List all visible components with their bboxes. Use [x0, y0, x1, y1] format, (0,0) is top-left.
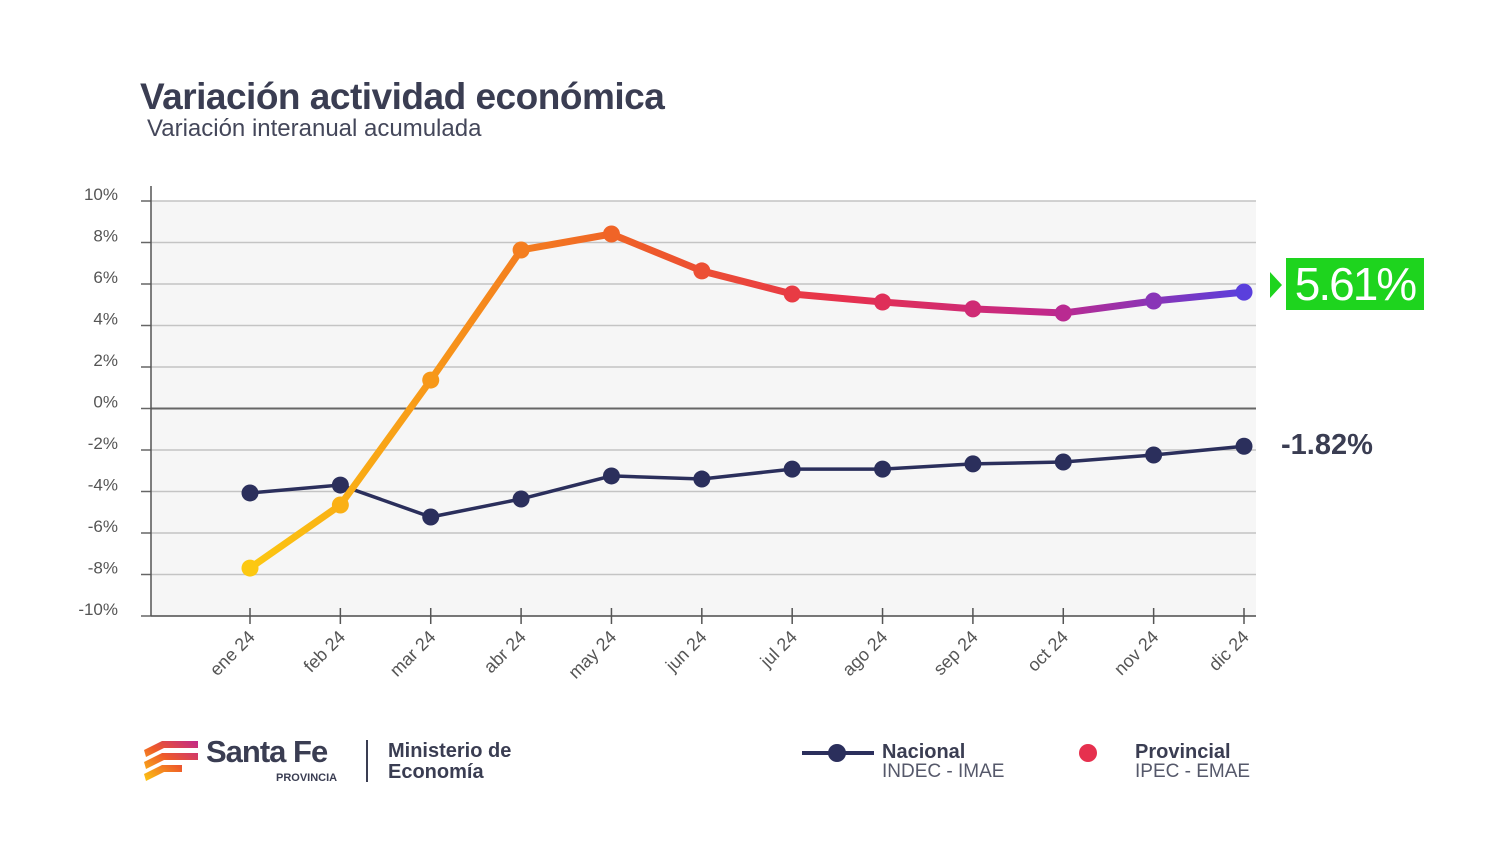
legend-provincial-name: Provincial [1135, 741, 1231, 763]
y-tick-label: -8% [88, 559, 118, 578]
provincial-point [422, 371, 440, 389]
y-tick-label: 2% [93, 351, 118, 370]
legend-provincial-source: IPEC - EMAE [1135, 761, 1251, 782]
brand-sub: PROVINCIA [276, 772, 338, 784]
nacional-point [964, 455, 982, 473]
legend-nacional-marker [802, 744, 874, 762]
brand-name: Santa Fe [206, 734, 328, 769]
legend-nacional-name: Nacional [882, 741, 966, 763]
santa-fe-logo-icon [144, 741, 198, 781]
x-tick-label: sep 24 [929, 627, 981, 679]
provincial-line [247, 230, 1245, 571]
provincial-point [241, 559, 259, 577]
nacional-point [1235, 437, 1253, 455]
nacional-point [241, 484, 259, 502]
y-tick-label: -6% [88, 517, 118, 536]
footer-divider [366, 740, 368, 782]
badge-arrow-icon [1270, 272, 1282, 298]
y-tick-label: 8% [93, 227, 118, 246]
nacional-point [693, 470, 711, 488]
nacional-point [331, 476, 349, 494]
y-tick-label: 6% [93, 268, 118, 287]
provincial-point [693, 262, 711, 280]
x-tick-label: jul 24 [756, 627, 801, 672]
ministry-line2: Economía [388, 761, 484, 783]
y-tick-label: -2% [88, 434, 118, 453]
nacional-point [422, 508, 440, 526]
x-tick-label: oct 24 [1023, 627, 1072, 676]
x-tick-label: dic 24 [1205, 627, 1253, 675]
provincial-point [1235, 283, 1253, 301]
provincial-point [602, 225, 620, 243]
x-tick-label: abr 24 [480, 627, 530, 677]
nacional-end-label: -1.82% [1281, 429, 1373, 461]
nacional-point [783, 460, 801, 478]
y-tick-label: 0% [93, 393, 118, 412]
legend-provincial-marker [1054, 744, 1126, 762]
x-tick-label: ago 24 [838, 627, 891, 680]
y-tick-label: 10% [84, 185, 118, 204]
x-tick-label: ene 24 [206, 627, 259, 680]
nacional-point [874, 460, 892, 478]
x-tick-label: nov 24 [1110, 627, 1162, 679]
provincial-point [1054, 304, 1072, 322]
legend-nacional-source: INDEC - IMAE [882, 761, 1005, 782]
ministry-line1: Ministerio de [388, 740, 512, 762]
provincial-point [1145, 292, 1163, 310]
provincial-end-label: 5.61% [1286, 258, 1424, 310]
provincial-point [964, 300, 982, 318]
chart-title: Variación actividad económica [140, 76, 665, 117]
chart-subtitle: Variación interanual acumulada [147, 115, 482, 142]
x-tick-label: jun 24 [661, 627, 711, 677]
x-tick-label: may 24 [564, 627, 620, 683]
provincial-point [331, 496, 349, 514]
y-tick-label: 4% [93, 310, 118, 329]
provincial-point [512, 241, 530, 259]
nacional-line [249, 444, 1245, 519]
ministry-name: Ministerio de Economía [388, 741, 511, 783]
x-tick-label: mar 24 [386, 627, 440, 681]
nacional-point [1145, 446, 1163, 464]
nacional-point [1054, 453, 1072, 471]
y-tick-label: -4% [88, 476, 118, 495]
nacional-point [512, 490, 530, 508]
provincial-point [874, 293, 892, 311]
y-tick-label: -10% [78, 600, 118, 619]
x-tick-label: feb 24 [300, 627, 350, 677]
provincial-point [783, 285, 801, 303]
nacional-point [602, 467, 620, 485]
